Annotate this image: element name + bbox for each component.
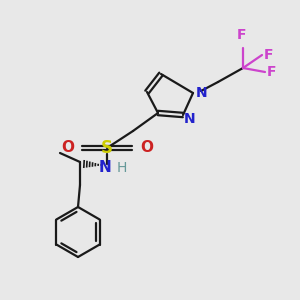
Text: F: F xyxy=(236,28,246,42)
Text: O: O xyxy=(140,140,153,155)
Text: S: S xyxy=(101,139,113,157)
Text: H: H xyxy=(117,161,128,175)
Text: N: N xyxy=(184,112,196,126)
Text: N: N xyxy=(196,86,208,100)
Text: O: O xyxy=(61,140,74,155)
Text: F: F xyxy=(267,65,277,79)
Text: F: F xyxy=(264,48,274,62)
Text: N: N xyxy=(99,160,111,175)
